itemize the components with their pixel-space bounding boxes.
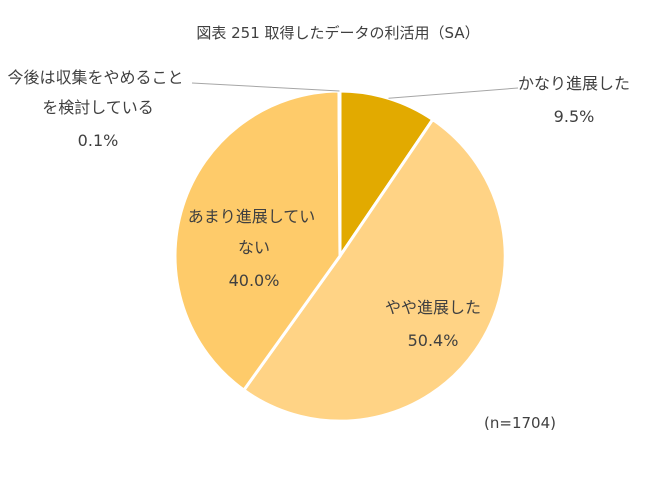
chart-title: 図表 251 取得したデータの利活用（SA） [196,24,479,42]
slice-label-1: やや進展した [385,298,481,317]
leader-lines [191,82,519,99]
leader-line-0 [388,87,519,99]
slice-value-3: 0.1% [78,131,119,150]
pie-slice-1 [242,118,507,423]
slice-value-2: 40.0% [229,271,280,290]
slice-label-1-line-0: やや進展した [385,298,481,317]
slice-value-0: 9.5% [554,107,595,126]
slice-label-2-line-1: ない [238,238,270,257]
slice-label-2-line-0: あまり進展してい [188,207,316,226]
pie-slice-3 [337,89,342,258]
leader-line-3 [191,82,340,92]
pie-slice-0 [338,89,435,258]
slice-value-1: 50.4% [408,331,459,350]
slice-label-2: あまり進展してい ない [188,207,321,257]
slice-label-3-line-1: を検討している [42,98,154,117]
slice-label-3-line-0: 今後は収集をやめること [7,68,183,87]
sample-size-note: (n=1704) [484,414,556,432]
pie-slice-2 [173,89,342,392]
slice-label-0: かなり進展した [518,74,630,93]
pie-slices [173,89,507,423]
slice-label-3: 今後は収集をやめること を検討している [7,68,188,117]
slice-label-0-line-0: かなり進展した [518,74,630,93]
